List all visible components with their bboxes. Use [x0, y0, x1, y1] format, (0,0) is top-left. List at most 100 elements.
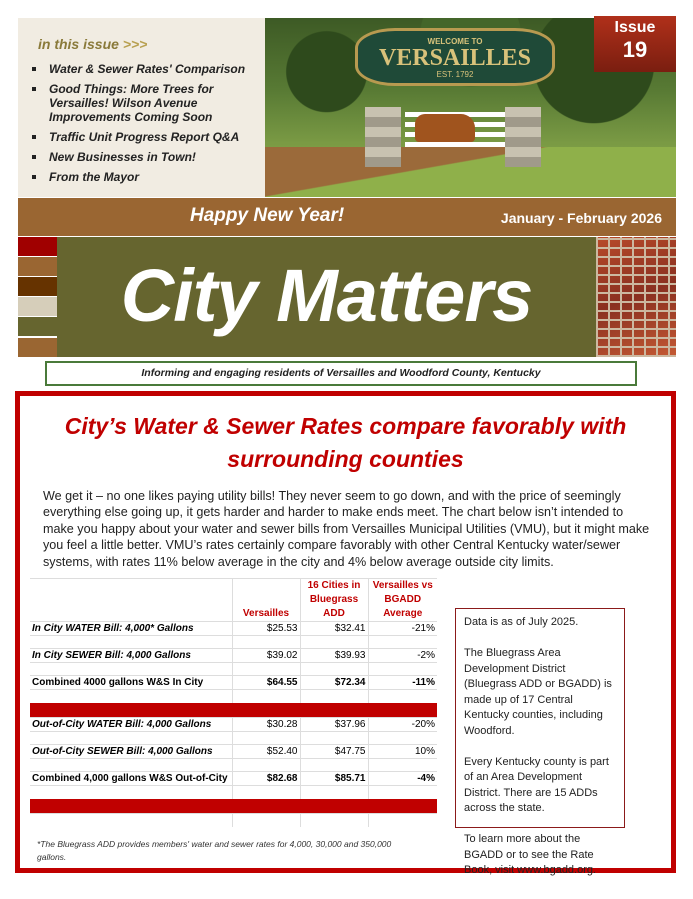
table-cell — [30, 785, 233, 799]
rates-table: Versailles 16 Cities in Bluegrass ADD Ve… — [30, 578, 437, 827]
table-footnote: *The Bluegrass ADD provides members' wat… — [37, 839, 392, 862]
brick-image — [596, 237, 676, 357]
table-cell — [232, 758, 301, 772]
table-cell: $39.93 — [300, 648, 369, 663]
table-cell — [30, 635, 233, 649]
table-cell: $64.55 — [232, 675, 301, 690]
table-cell — [300, 758, 369, 772]
table-cell — [368, 702, 437, 718]
issue-badge: Issue 19 — [594, 16, 676, 72]
col-bgadd: 16 Cities in Bluegrass ADD — [300, 578, 369, 622]
toc-item[interactable]: Good Things: More Trees for Versailles! … — [30, 82, 262, 124]
table-cell — [232, 635, 301, 649]
issue-number: 19 — [622, 37, 648, 62]
table-cell: $82.68 — [232, 771, 301, 786]
table-divider — [30, 798, 437, 814]
table-row: Combined 4,000 gallons W&S Out-of-City $8… — [30, 771, 437, 786]
sidebar-para: To learn more about the BGADD or to see … — [464, 833, 597, 876]
color-stripe — [18, 277, 57, 296]
table-cell: $72.34 — [300, 675, 369, 690]
table-cell: $30.28 — [232, 717, 301, 732]
table-cell — [30, 689, 233, 703]
table-row: Out-of-City SEWER Bill: 4,000 Gallons $52… — [30, 744, 437, 759]
table-divider — [30, 702, 437, 718]
col-diff: Versailles vs BGADD Average — [368, 578, 437, 622]
table-cell — [300, 662, 369, 676]
table-row: Combined 4000 gallons W&S In City $64.55 $… — [30, 675, 437, 690]
table-cell — [30, 798, 232, 814]
table-cell: -4% — [368, 771, 437, 786]
table-cell — [300, 635, 369, 649]
toc-heading: in this issue >>> — [38, 36, 148, 52]
table-cell — [232, 702, 300, 718]
toc-item[interactable]: Water & Sewer Rates' Comparison — [30, 62, 262, 76]
table-cell — [368, 635, 437, 649]
table-cell: $39.02 — [232, 648, 301, 663]
table-cell: In City SEWER Bill: 4,000 Gallons — [30, 648, 233, 663]
masthead-title: City Matters — [57, 237, 596, 357]
toc-item[interactable]: Traffic Unit Progress Report Q&A — [30, 130, 262, 144]
table-cell — [232, 731, 301, 745]
table-row: In City WATER Bill: 4,000* Gallons $25.53… — [30, 621, 437, 636]
table-cell — [300, 702, 368, 718]
table-cell — [300, 798, 368, 814]
sidebar-para: The Bluegrass Area Development District … — [464, 647, 612, 737]
table-cell: Combined 4,000 gallons W&S Out-of-City — [30, 771, 233, 786]
table-row: Out-of-City WATER Bill: 4,000 Gallons $30… — [30, 717, 437, 732]
table-cell — [232, 689, 301, 703]
table-cell: $85.71 — [300, 771, 369, 786]
table-cell — [368, 662, 437, 676]
table-cell: -20% — [368, 717, 437, 732]
color-stripe — [18, 317, 57, 336]
greeting-band: Happy New Year! January - February 2026 — [18, 198, 676, 236]
greeting: Happy New Year! — [190, 205, 345, 226]
table-cell — [30, 662, 233, 676]
table-cell — [368, 785, 437, 799]
table-cell — [30, 578, 233, 622]
in-this-issue-panel: in this issue >>> Water & Sewer Rates' C… — [18, 18, 265, 197]
table-cell — [232, 785, 301, 799]
table-cell — [300, 813, 369, 827]
article-title: City’s Water & Sewer Rates compare favor… — [64, 413, 627, 472]
table-cell: $37.96 — [300, 717, 369, 732]
table-cell — [232, 813, 301, 827]
table-cell: $32.41 — [300, 621, 369, 636]
article-box: City’s Water & Sewer Rates compare favor… — [15, 391, 676, 873]
table-cell: 10% — [368, 744, 437, 759]
table-cell: $25.53 — [232, 621, 301, 636]
color-stripe — [18, 338, 57, 357]
table-cell — [368, 731, 437, 745]
table-cell: -11% — [368, 675, 437, 690]
table-cell: $47.75 — [300, 744, 369, 759]
table-row: In City SEWER Bill: 4,000 Gallons $39.02 $… — [30, 648, 437, 663]
article-body: We get it – no one likes paying utility … — [43, 489, 650, 569]
table-cell — [232, 798, 300, 814]
table-cell — [232, 662, 301, 676]
table-cell — [30, 758, 233, 772]
col-versailles: Versailles — [232, 578, 301, 622]
table-cell: Combined 4000 gallons W&S In City — [30, 675, 233, 690]
table-cell: In City WATER Bill: 4,000* Gallons — [30, 621, 233, 636]
sidebar-para: Every Kentucky county is part of an Area… — [464, 755, 609, 815]
table-cell — [300, 689, 369, 703]
versailles-sign: WELCOME TO VERSAILLES EST. 1792 — [355, 28, 555, 86]
tagline: Informing and engaging residents of Vers… — [45, 361, 637, 386]
toc-list: Water & Sewer Rates' Comparison Good Thi… — [30, 62, 262, 190]
color-stripe — [18, 237, 57, 256]
table-cell — [368, 798, 437, 814]
info-sidebar: Data is as of July 2025. The Bluegrass A… — [455, 608, 625, 876]
table-cell: Out-of-City WATER Bill: 4,000 Gallons — [30, 717, 233, 732]
table-cell — [300, 731, 369, 745]
table-cell: Out-of-City SEWER Bill: 4,000 Gallons — [30, 744, 233, 759]
table-cell — [30, 702, 232, 718]
table-cell: -21% — [368, 621, 437, 636]
table-header: Versailles 16 Cities in Bluegrass ADD Ve… — [30, 578, 437, 622]
issue-label: Issue — [614, 19, 656, 36]
color-stripe — [18, 257, 57, 276]
toc-item[interactable]: From the Mayor — [30, 170, 262, 184]
issue-date: January - February 2026 — [500, 210, 662, 226]
table-cell — [300, 785, 369, 799]
table-cell — [368, 813, 437, 827]
toc-item[interactable]: New Businesses in Town! — [30, 150, 262, 164]
table-cell — [368, 689, 437, 703]
